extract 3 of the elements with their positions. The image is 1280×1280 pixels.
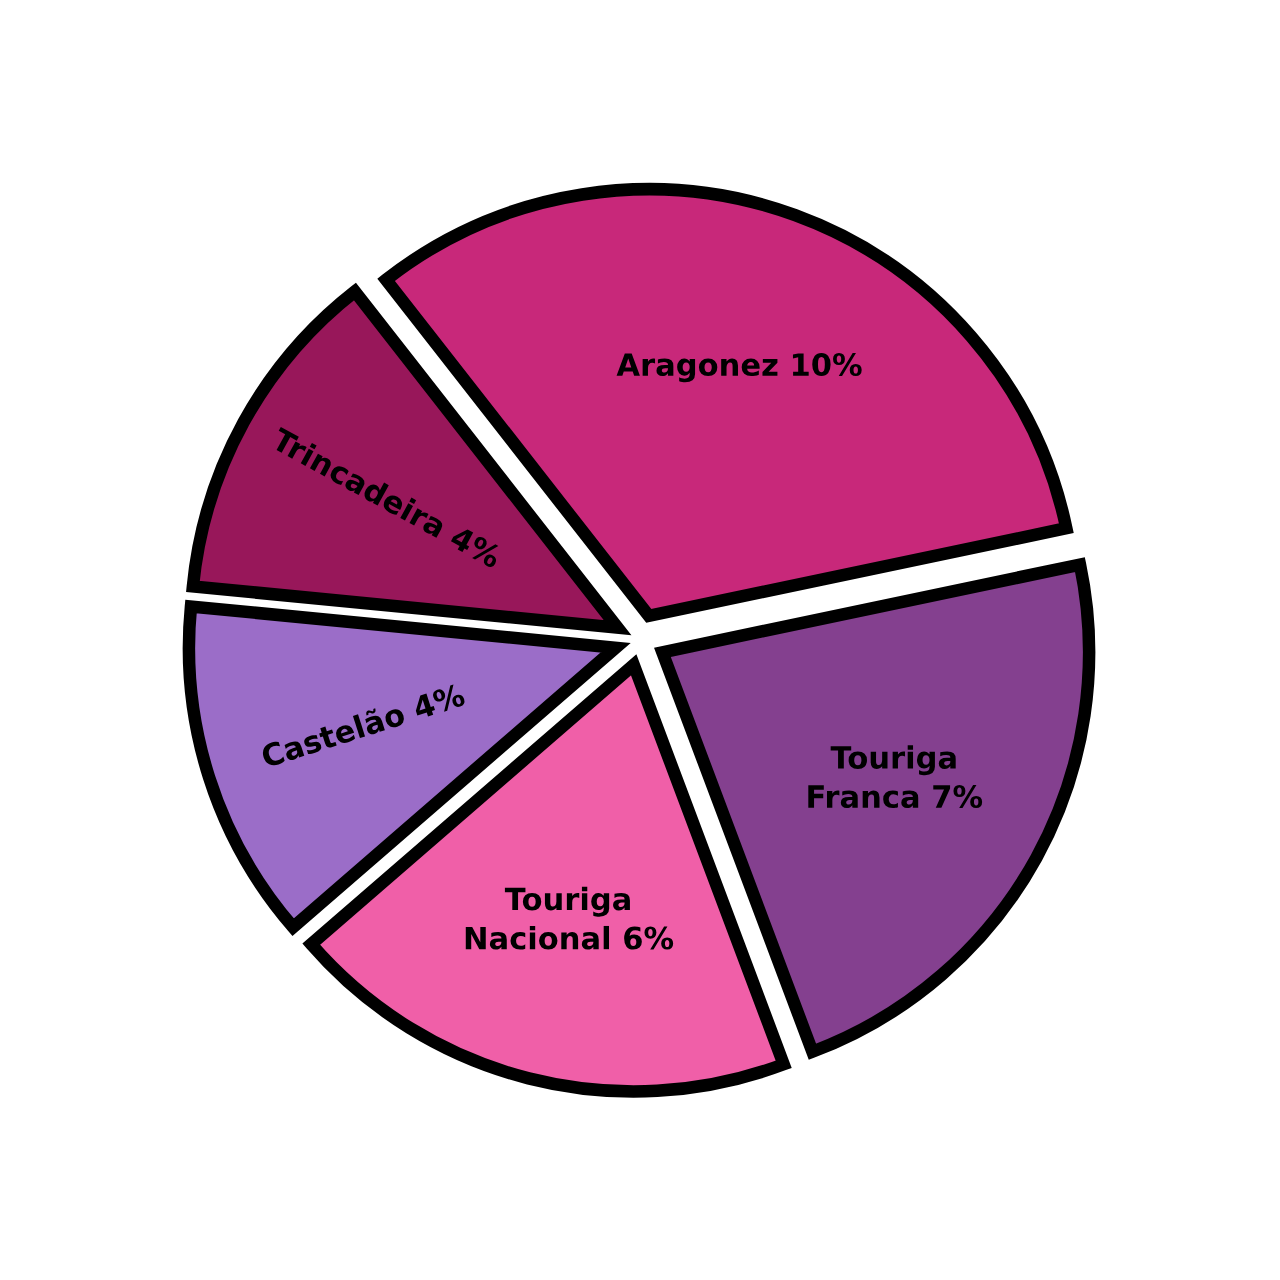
slice-label: Aragonez 10%	[616, 352, 862, 383]
slice-label: Touriga Nacional 6%	[465, 886, 674, 950]
slice-label: Touriga Franca 7%	[808, 745, 983, 809]
